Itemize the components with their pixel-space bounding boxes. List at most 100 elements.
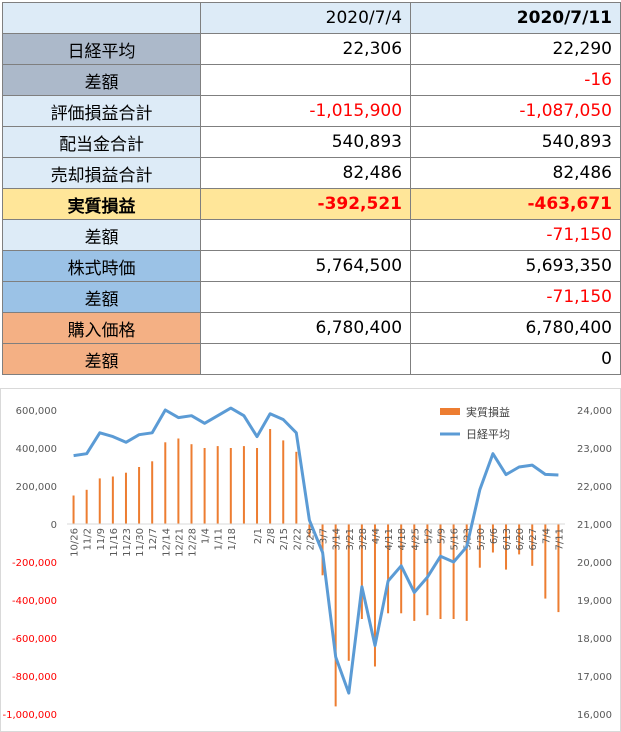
row-label: 売却損益合計 xyxy=(1,157,202,189)
y-tick-label: -800,000 xyxy=(12,672,57,683)
y-tick-label: 200,000 xyxy=(16,482,57,493)
x-tick-label: 11/30 xyxy=(135,528,146,557)
x-tick-label: 4/18 xyxy=(397,528,408,550)
bar xyxy=(452,524,455,619)
bar xyxy=(465,524,468,621)
row-label: 差額 xyxy=(1,343,202,375)
y2-tick-label: 16,000 xyxy=(577,710,612,721)
x-tick-label: 2/22 xyxy=(292,528,303,550)
x-tick-label: 7/4 xyxy=(541,528,552,544)
y-tick-label: -200,000 xyxy=(12,558,57,569)
bar xyxy=(439,524,442,619)
table-row-purchase-price-diff: 差額 0 xyxy=(1,343,621,375)
bar xyxy=(177,438,180,524)
y2-tick-label: 22,000 xyxy=(577,482,612,493)
bar xyxy=(505,524,508,570)
bar xyxy=(151,461,154,524)
row-label: 差額 xyxy=(1,64,202,96)
y2-tick-label: 17,000 xyxy=(577,672,612,683)
row-value-2: -71,150 xyxy=(410,219,621,251)
x-tick-label: 12/21 xyxy=(174,528,185,557)
y-tick-label: 400,000 xyxy=(16,444,57,455)
x-tick-label: 3/28 xyxy=(358,528,369,550)
x-tick-label: 2/8 xyxy=(266,528,277,544)
bar xyxy=(295,451,298,524)
bar xyxy=(531,524,534,566)
legend-swatch-bar xyxy=(440,408,460,415)
bar xyxy=(282,440,285,524)
x-tick-label: 2/29 xyxy=(305,528,316,550)
table-row-market-value: 株式時価 5,764,500 5,693,350 xyxy=(1,250,621,282)
x-tick-label: 1/11 xyxy=(214,528,225,550)
x-tick-label: 12/7 xyxy=(148,528,159,550)
row-label: 差額 xyxy=(1,219,202,251)
table-row-realized: 売却損益合計 82,486 82,486 xyxy=(1,157,621,189)
y-tick-label: -1,000,000 xyxy=(2,710,57,721)
x-tick-label: 11/9 xyxy=(96,528,107,550)
row-value-1: 540,893 xyxy=(200,126,412,158)
bar xyxy=(269,429,272,524)
legend-label: 実質損益 xyxy=(466,405,510,419)
row-value-2: -16 xyxy=(410,64,621,96)
bar xyxy=(413,524,416,621)
row-label: 株式時価 xyxy=(1,250,202,282)
x-tick-label: 7/11 xyxy=(554,528,565,550)
bar xyxy=(229,448,232,524)
table-header-row: 2020/7/4 2020/7/11 xyxy=(1,2,621,34)
x-tick-label: 4/4 xyxy=(371,528,382,544)
table-row-nikkei: 日経平均 22,306 22,290 xyxy=(1,33,621,65)
x-tick-label: 2/15 xyxy=(279,528,290,550)
bar xyxy=(478,524,481,568)
x-tick-label: 11/2 xyxy=(83,528,94,550)
bar xyxy=(557,524,560,613)
x-tick-label: 1/4 xyxy=(201,528,212,544)
table-row-purchase-price: 購入価格 6,780,400 6,780,400 xyxy=(1,312,621,344)
row-value-1 xyxy=(200,281,412,313)
row-value-2: 22,290 xyxy=(410,33,621,65)
row-label: 実質損益 xyxy=(1,188,202,220)
x-tick-label: 5/9 xyxy=(437,528,448,544)
row-value-1: -1,015,900 xyxy=(200,95,412,127)
table-row-dividends: 配当金合計 540,893 540,893 xyxy=(1,126,621,158)
table-row-net-pl: 実質損益 -392,521 -463,671 xyxy=(1,188,621,220)
bar xyxy=(373,524,376,667)
table-row-market-value-diff: 差額 -71,150 xyxy=(1,281,621,313)
x-tick-label: 6/13 xyxy=(502,528,513,550)
pl-chart: -1,000,000 -800,000 -600,000 -400,000 -200,0… xyxy=(0,388,621,732)
row-label: 購入価格 xyxy=(1,312,202,344)
x-tick-label: 4/11 xyxy=(384,528,395,550)
row-value-1: 22,306 xyxy=(200,33,412,65)
bar xyxy=(85,489,88,524)
table-row-net-pl-diff: 差額 -71,150 xyxy=(1,219,621,251)
row-value-1: 5,764,500 xyxy=(200,250,412,282)
table-row-nikkei-diff: 差額 -16 xyxy=(1,64,621,96)
bar xyxy=(138,467,141,524)
x-tick-label: 4/25 xyxy=(410,528,421,550)
legend-label: 日経平均 xyxy=(466,428,510,441)
row-value-2: 0 xyxy=(410,343,621,375)
bar xyxy=(203,448,206,524)
table-row-valuation: 評価損益合計 -1,015,900 -1,087,050 xyxy=(1,95,621,127)
bar xyxy=(124,472,127,524)
row-value-1 xyxy=(200,219,412,251)
summary-table: 2020/7/4 2020/7/11 日経平均 22,306 22,290 差額… xyxy=(1,2,621,375)
row-label: 評価損益合計 xyxy=(1,95,202,127)
x-tick-label: 5/16 xyxy=(450,528,461,550)
bar xyxy=(111,476,114,524)
row-value-2: -71,150 xyxy=(410,281,621,313)
bar xyxy=(544,524,547,599)
row-label: 差額 xyxy=(1,281,202,313)
row-value-2: 82,486 xyxy=(410,157,621,189)
bar xyxy=(426,524,429,616)
bar xyxy=(98,478,101,524)
x-tick-label: 6/20 xyxy=(515,528,526,550)
x-tick-label: 2/1 xyxy=(253,528,264,544)
row-label: 配当金合計 xyxy=(1,126,202,158)
bar xyxy=(190,444,193,524)
row-value-1: 6,780,400 xyxy=(200,312,412,344)
nikkei-line xyxy=(73,406,559,695)
x-tick-label: 6/27 xyxy=(528,528,539,550)
y-tick-label: 0 xyxy=(51,520,57,531)
bar xyxy=(491,524,494,553)
header-date-2: 2020/7/11 xyxy=(410,2,621,34)
